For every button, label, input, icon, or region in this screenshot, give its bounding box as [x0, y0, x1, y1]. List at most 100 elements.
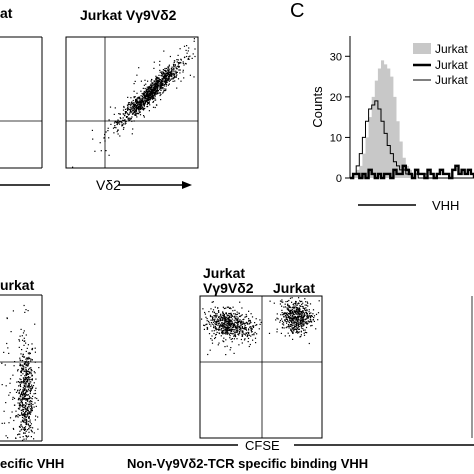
- scatter-dot: [240, 330, 242, 332]
- scatter-dot: [161, 75, 163, 77]
- scatter-dot: [168, 76, 171, 78]
- scatter-dot: [226, 331, 228, 333]
- scatter-dot: [21, 412, 23, 414]
- scatter-dot: [237, 324, 239, 326]
- scatter-dot: [36, 397, 38, 400]
- scatter-dot: [226, 316, 228, 318]
- scatter-dot: [232, 328, 234, 331]
- scatter-dot: [21, 370, 23, 372]
- scatter-dot: [34, 419, 36, 421]
- scatter-dot: [292, 317, 294, 319]
- scatter-dot: [301, 300, 303, 302]
- scatter-dot: [301, 314, 303, 316]
- scatter-dot: [302, 306, 304, 308]
- scatter-dot: [290, 330, 293, 332]
- scatter-dot: [296, 319, 298, 321]
- scatter-dot: [28, 404, 30, 406]
- scatter-dot: [30, 388, 32, 390]
- scatter-dot: [28, 384, 30, 386]
- scatter-dot: [119, 113, 121, 115]
- scatter-dot: [24, 428, 27, 431]
- scatter-dot: [297, 319, 299, 321]
- scatter-dot: [228, 318, 230, 320]
- scatter-dot: [164, 72, 166, 74]
- scatter-dot: [292, 312, 294, 314]
- scatter-dot: [238, 334, 240, 336]
- scatter-dot: [253, 334, 255, 336]
- scatter-dot: [159, 69, 161, 71]
- scatter-dot: [248, 333, 250, 335]
- scatter-dot: [300, 335, 302, 338]
- scatter-dot: [168, 74, 170, 77]
- scatter-dot: [117, 122, 119, 124]
- scatter-dot: [233, 352, 235, 354]
- scatter-dot: [223, 329, 225, 332]
- scatter-dot: [30, 373, 32, 375]
- scatter-dot: [286, 307, 288, 309]
- scatter-dot: [218, 327, 220, 329]
- scatter-dot: [6, 342, 8, 345]
- scatter-dot: [3, 422, 6, 424]
- scatter-dot: [130, 97, 132, 99]
- scatter-dot: [300, 317, 302, 319]
- scatter-dot: [286, 312, 288, 314]
- scatter-dot: [166, 73, 168, 75]
- scatter-dot: [35, 378, 37, 380]
- scatter-dot: [247, 341, 249, 343]
- scatter-dot: [172, 78, 174, 80]
- scatter-dot: [152, 82, 154, 84]
- scatter-dot: [140, 108, 142, 111]
- scatter-dot: [231, 341, 233, 343]
- scatter-dot: [229, 323, 231, 325]
- scatter-dot: [178, 65, 180, 68]
- scatter-dot: [31, 343, 33, 345]
- scatter-dot: [25, 405, 27, 407]
- scatter-dot: [245, 332, 247, 334]
- scatter-dot: [26, 413, 28, 415]
- scatter-dot: [158, 74, 160, 76]
- scatter-dot: [298, 325, 300, 328]
- scatter-dot: [118, 123, 121, 125]
- scatter-dot: [109, 106, 112, 108]
- scatter-dot: [30, 387, 32, 389]
- scatter-dot: [225, 321, 227, 323]
- scatter-dot: [159, 87, 161, 89]
- scatter-dot: [140, 99, 142, 102]
- scatter-dot: [150, 98, 152, 100]
- scatter-dot: [310, 315, 312, 317]
- scatter-dot: [226, 330, 229, 332]
- scatter-dot: [227, 326, 229, 328]
- scatter-dot: [299, 314, 301, 316]
- scatter-dot: [173, 69, 175, 71]
- scatter-dot: [163, 73, 165, 75]
- scatter-dot: [131, 116, 133, 118]
- scatter-dot: [108, 137, 110, 139]
- scatter-dot: [290, 318, 292, 320]
- scatter-dot: [189, 55, 191, 57]
- scatter-dot: [305, 321, 308, 323]
- scatter-dot: [148, 110, 150, 112]
- scatter-dot: [144, 79, 146, 81]
- scatter-dot: [214, 322, 216, 324]
- scatter-dot: [160, 89, 162, 91]
- scatter-dot: [31, 349, 33, 351]
- scatter-dot: [248, 323, 250, 325]
- scatter-dot: [174, 80, 176, 82]
- scatter-dot: [30, 381, 32, 383]
- scatter-dot: [294, 312, 296, 314]
- scatter-dot: [227, 324, 229, 326]
- scatter-dot: [290, 311, 292, 313]
- scatter-dot: [220, 319, 222, 321]
- scatter-dot: [25, 375, 27, 377]
- scatter-dot: [31, 401, 33, 403]
- scatter-dot: [23, 395, 26, 397]
- scatter-dot: [227, 332, 230, 334]
- scatter-dot: [140, 95, 142, 97]
- scatter-dot: [150, 86, 152, 88]
- scatter-dot: [307, 322, 309, 324]
- scatter-dot: [292, 338, 294, 340]
- scatter-dot: [173, 71, 175, 73]
- scatter-dot: [32, 395, 34, 397]
- scatter-dot: [27, 378, 29, 380]
- scatter-dot: [124, 121, 126, 123]
